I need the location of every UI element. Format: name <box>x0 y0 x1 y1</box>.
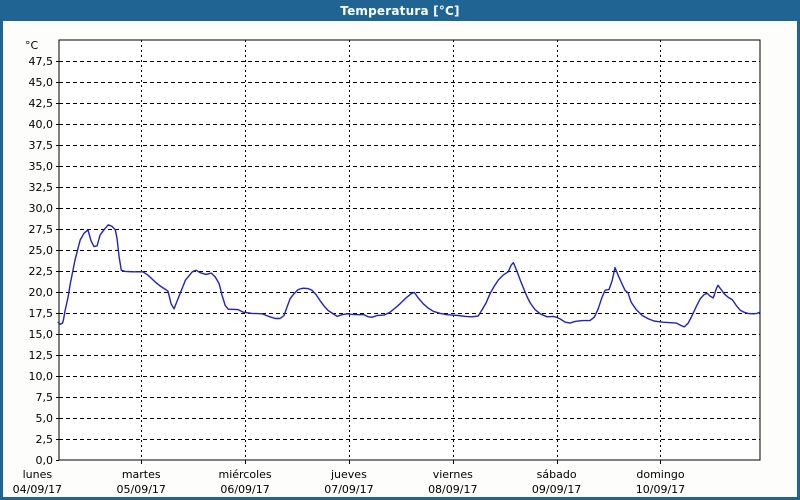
svg-text:45,0: 45,0 <box>29 76 54 89</box>
day-date-label: 04/09/17 <box>13 483 62 496</box>
svg-text:15,0: 15,0 <box>29 328 54 341</box>
day-date-label: 05/09/17 <box>117 483 166 496</box>
svg-text:12,5: 12,5 <box>29 349 54 362</box>
day-name-label: miércoles <box>218 468 271 481</box>
svg-text:47,5: 47,5 <box>29 55 54 68</box>
day-name-label: martes <box>122 468 161 481</box>
svg-text:37,5: 37,5 <box>29 139 54 152</box>
x-gridlines <box>141 40 661 464</box>
svg-text:5,0: 5,0 <box>36 412 54 425</box>
svg-text:22,5: 22,5 <box>29 265 54 278</box>
svg-text:7,5: 7,5 <box>36 391 54 404</box>
plot-border <box>58 39 761 461</box>
svg-text:40,0: 40,0 <box>29 118 54 131</box>
window-title: Temperatura [°C] <box>340 3 460 18</box>
day-date-label: 09/09/17 <box>532 483 581 496</box>
svg-text:25,0: 25,0 <box>29 244 54 257</box>
svg-text:10,0: 10,0 <box>29 370 54 383</box>
x-day-labels: lunes 04/09/17 martes 05/09/17 miércoles 06/0… <box>13 468 686 496</box>
y-gridlines <box>56 61 760 461</box>
day-date-label: 10/09/17 <box>636 483 685 496</box>
day-name-label: lunes <box>23 468 53 481</box>
day-date-label: 06/09/17 <box>220 483 269 496</box>
day-name-label: domingo <box>636 468 684 481</box>
svg-text:35,0: 35,0 <box>29 160 54 173</box>
svg-text:27,5: 27,5 <box>29 223 54 236</box>
day-name-label: sábado <box>537 468 577 481</box>
day-date-label: 07/09/17 <box>324 483 373 496</box>
svg-text:32,5: 32,5 <box>29 181 54 194</box>
y-axis-unit-label: °C <box>25 39 39 52</box>
window-titlebar[interactable]: Temperatura [°C] <box>3 3 797 21</box>
day-name-label: viernes <box>433 468 473 481</box>
svg-text:2,5: 2,5 <box>36 433 54 446</box>
day-date-label: 08/09/17 <box>428 483 477 496</box>
svg-text:0,0: 0,0 <box>36 454 54 467</box>
svg-text:17,5: 17,5 <box>29 307 54 320</box>
y-tick-labels: 47,5 45,0 42,5 40,0 37,5 35,0 32,5 30,0 27,5 25,0… <box>25 39 53 467</box>
svg-text:30,0: 30,0 <box>29 202 54 215</box>
day-name-label: jueves <box>330 468 367 481</box>
svg-text:42,5: 42,5 <box>29 97 54 110</box>
series-line-temperatura <box>57 224 761 328</box>
svg-text:20,0: 20,0 <box>29 286 54 299</box>
